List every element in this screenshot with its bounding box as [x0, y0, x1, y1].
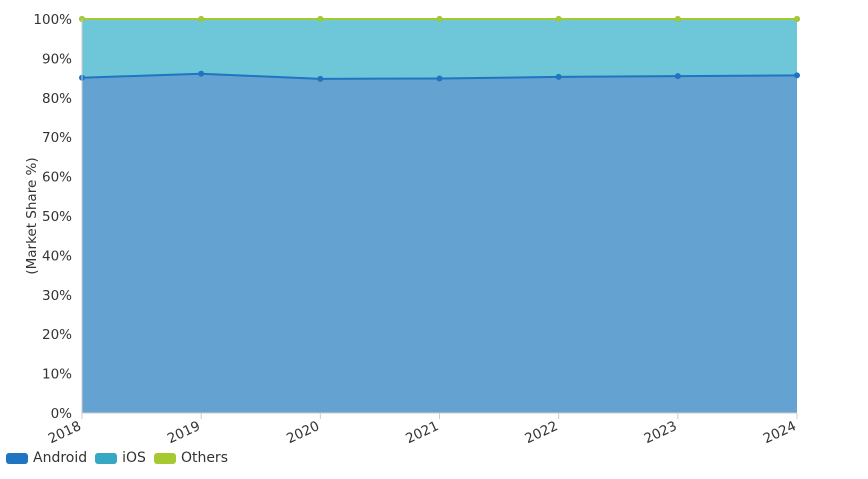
point-others-2022[interactable]	[555, 16, 562, 22]
point-layer	[79, 16, 800, 82]
x-tick-label: 2021	[403, 418, 441, 447]
y-tick-label: 50%	[42, 209, 72, 225]
point-android-2024[interactable]	[794, 72, 800, 79]
legend-item-android[interactable]: Android	[6, 450, 87, 466]
y-axis-title: (Market Share %)	[24, 157, 40, 274]
point-others-2024[interactable]	[794, 16, 800, 22]
y-tick-label: 70%	[42, 130, 72, 146]
point-others-2020[interactable]	[317, 16, 324, 22]
y-tick-label: 80%	[42, 91, 72, 107]
point-android-2021[interactable]	[436, 75, 443, 82]
y-tick-label: 30%	[42, 288, 72, 304]
y-tick-label: 60%	[42, 170, 72, 186]
x-axis-ticks: 2018 2019 2020 2021 2022 2023 2024	[46, 413, 799, 447]
area-layer	[82, 19, 797, 414]
legend-item-others[interactable]: Others	[153, 450, 228, 466]
legend-item-ios[interactable]: iOS	[95, 450, 146, 466]
point-android-2019[interactable]	[198, 70, 205, 77]
y-tick-label: 90%	[42, 51, 72, 67]
x-tick-label: 2023	[642, 418, 680, 447]
legend: Android iOS Others	[6, 450, 236, 466]
y-tick-label: 100%	[33, 12, 72, 28]
legend-label: iOS	[122, 450, 146, 466]
legend-label: Android	[33, 450, 88, 466]
x-tick-label: 2018	[46, 418, 84, 447]
legend-swatch	[153, 452, 176, 464]
point-android-2022[interactable]	[555, 73, 562, 80]
x-tick-label: 2020	[284, 418, 322, 447]
x-tick-label: 2024	[761, 418, 799, 447]
x-tick-label: 2019	[165, 418, 203, 447]
y-tick-label: 20%	[42, 327, 72, 343]
y-tick-label: 40%	[42, 248, 72, 264]
area-android	[82, 73, 797, 414]
point-others-2023[interactable]	[674, 16, 681, 22]
point-android-2020[interactable]	[317, 75, 324, 82]
x-tick-label: 2022	[522, 418, 560, 447]
point-others-2021[interactable]	[436, 16, 443, 22]
legend-swatch	[6, 452, 28, 464]
point-others-2019[interactable]	[198, 16, 205, 22]
point-android-2023[interactable]	[674, 73, 681, 80]
y-tick-label: 10%	[42, 367, 72, 383]
legend-swatch	[95, 452, 118, 464]
y-axis-ticks: 0% 10% 20% 30% 40% 50% 60% 70% 80% 90% 100%	[33, 12, 72, 422]
area-ios	[82, 19, 797, 79]
y-tick-label: 0%	[51, 406, 73, 422]
legend-label: Others	[180, 450, 228, 466]
